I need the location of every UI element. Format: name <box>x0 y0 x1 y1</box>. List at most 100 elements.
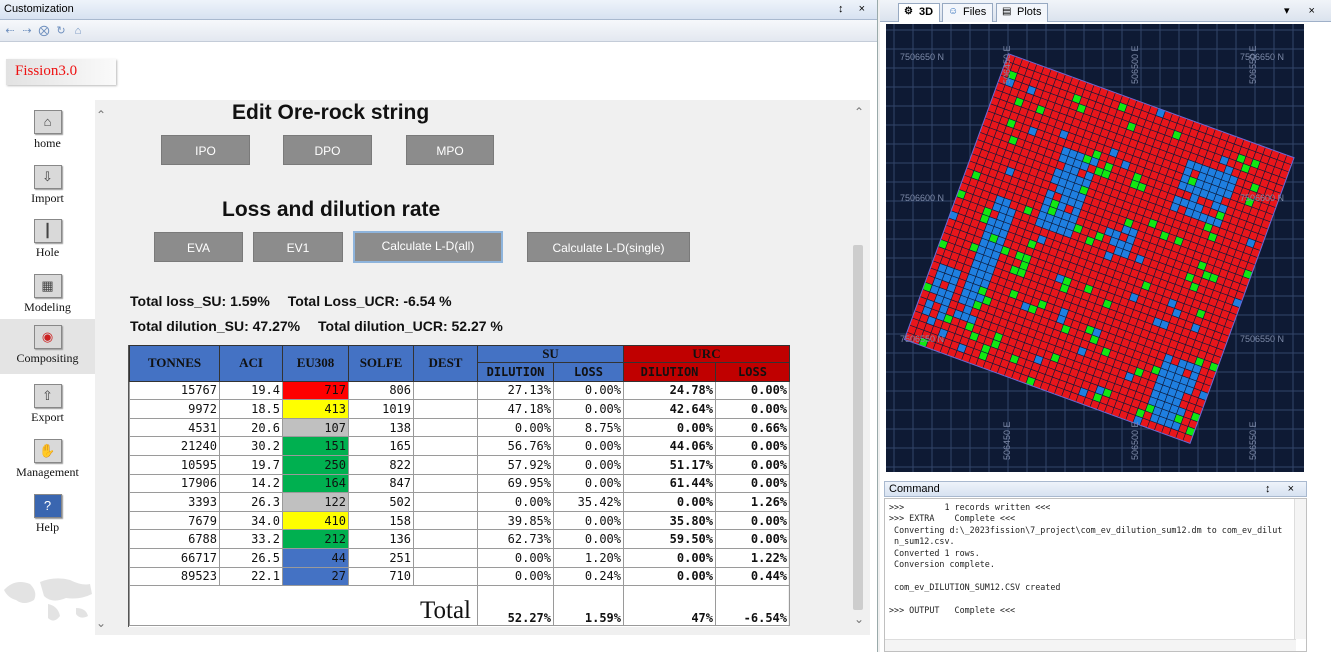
refresh-icon[interactable]: ↻ <box>56 25 66 37</box>
cell-aci: 30.2 <box>219 436 283 456</box>
scroll-down-icon[interactable]: ⌄ <box>96 616 107 630</box>
total-dilution-ucr-label: Total dilution_UCR: <box>318 318 448 334</box>
mpo-button[interactable]: MPO <box>406 135 494 165</box>
table-row[interactable]: 3393 26.3 122 502 0.00% 35.42% 0.00% 1.26% <box>129 492 791 512</box>
table-row[interactable]: 9972 18.5 413 1019 47.18% 0.00% 42.64% 0.00% <box>129 399 791 419</box>
northing-label: 7506600 N <box>900 193 944 203</box>
table-row[interactable]: 66717 26.5 44 251 0.00% 1.20% 0.00% 1.22% <box>129 547 791 568</box>
sidebar-item-hole[interactable]: ┃ Hole <box>0 213 95 268</box>
table-row[interactable]: 4531 20.6 107 138 0.00% 8.75% 0.00% 0.66% <box>129 417 791 438</box>
calculate-ld-single-button[interactable]: Calculate L-D(single) <box>527 232 690 262</box>
col-header-urc-dilution[interactable]: DILUTION <box>623 362 716 382</box>
tab-plots[interactable]: ▤ Plots <box>996 3 1049 22</box>
command-hscroll[interactable] <box>885 639 1296 651</box>
total-dilution-su-label: Total dilution_SU: <box>130 318 249 334</box>
col-header-tonnes[interactable]: TONNES <box>129 345 220 382</box>
cell-aci: 33.2 <box>219 529 283 549</box>
cell-urc-dilution: 0.00% <box>623 566 716 587</box>
col-header-dest[interactable]: DEST <box>413 345 478 382</box>
command-line: com_ev_DILUTION_SUM12.CSV created <box>889 581 1061 592</box>
northing-label: 7506650 N <box>900 52 944 62</box>
sidebar-item-export[interactable]: ⇧ Export <box>0 378 95 433</box>
command-output[interactable]: >>> 1 records written <<< >>> EXTRA Compl… <box>884 498 1307 652</box>
sidebar-label: Management <box>16 465 79 479</box>
cell-urc-loss: 0.00% <box>714 454 791 475</box>
back-icon[interactable]: ⇠ <box>5 25 15 37</box>
total-loss-ucr-value: -6.54 % <box>403 293 452 309</box>
col-header-solfe[interactable]: SOLFE <box>348 345 414 382</box>
cell-dest <box>413 566 478 587</box>
forward-icon[interactable]: ⇢ <box>22 25 32 37</box>
tab-files[interactable]: ☺ Files <box>942 3 994 22</box>
cell-su-dilution: 69.95% <box>477 473 554 494</box>
cell-su-loss: 0.00% <box>553 529 624 549</box>
command-line: n_sum12.csv. <box>889 536 955 547</box>
sidebar-item-management[interactable]: ✋ Management <box>0 433 95 488</box>
3d-viewport[interactable]: 7506650 N 7506650 N 7506600 N 7506600 N 7506… <box>886 24 1304 472</box>
cell-tonnes: 6788 <box>129 529 220 549</box>
cell-su-dilution: 0.00% <box>477 417 554 438</box>
easting-label-top: 506500 E <box>1130 45 1140 84</box>
command-title: Command <box>889 483 940 495</box>
cell-urc-loss: 0.00% <box>714 529 791 549</box>
home-nav-icon[interactable]: ⌂ <box>74 24 82 37</box>
command-vscroll[interactable] <box>1294 499 1306 639</box>
plot-icon: ▤ <box>1002 6 1012 17</box>
dpo-button[interactable]: DPO <box>283 135 372 165</box>
cell-dest <box>413 529 478 549</box>
vscroll-down-icon[interactable]: ⌄ <box>854 612 865 626</box>
col-header-su-dilution[interactable]: DILUTION <box>477 362 554 382</box>
cell-solfe: 1019 <box>348 399 414 419</box>
sidebar-item-modeling[interactable]: ▦ Modeling <box>0 268 95 323</box>
northing-label-right: 7506600 N <box>1240 193 1284 203</box>
northing-label-right: 7506650 N <box>1240 52 1284 62</box>
table-row[interactable]: 21240 30.2 151 165 56.76% 0.00% 44.06% 0.00% <box>129 436 791 456</box>
cell-tonnes: 89523 <box>129 566 220 587</box>
block-model <box>903 53 1295 445</box>
table-row[interactable]: 17906 14.2 164 847 69.95% 0.00% 61.44% 0.00% <box>129 473 791 494</box>
col-header-su-loss[interactable]: LOSS <box>553 362 624 382</box>
table-body: 15767 19.4 717 806 27.13% 0.00% 24.78% 0.00% 997… <box>129 380 791 587</box>
scroll-up-icon[interactable]: ⌃ <box>96 108 107 122</box>
cell-su-loss: 1.20% <box>553 547 624 568</box>
cell-aci: 14.2 <box>219 473 283 494</box>
col-header-urc-loss[interactable]: LOSS <box>714 362 791 382</box>
cell-eu308: 44 <box>282 547 349 568</box>
total-loss-ucr-label: Total Loss_UCR: <box>287 293 400 309</box>
stop-icon[interactable]: ⨂ <box>38 25 50 37</box>
cell-eu308: 107 <box>282 417 349 438</box>
cell-tonnes: 15767 <box>129 380 220 401</box>
command-window-controls[interactable]: ↕ × <box>1265 483 1301 495</box>
total-label: Total <box>129 585 478 627</box>
vscroll-up-icon[interactable]: ⌃ <box>854 105 865 119</box>
block-model-view[interactable]: 7506650 N 7506650 N 7506600 N 7506600 N 7506… <box>886 24 1304 472</box>
col-header-eu308[interactable]: EU308 <box>282 345 349 382</box>
total-su-dilution: 52.27% <box>477 585 554 627</box>
tab-label: Plots <box>1017 6 1042 18</box>
col-header-aci[interactable]: ACI <box>219 345 283 382</box>
cell-dest <box>413 492 478 512</box>
tab-3d[interactable]: ⚙ 3D <box>898 3 941 22</box>
calculate-ld-all-button[interactable]: Calculate L-D(all) <box>353 231 503 263</box>
sidebar-item-help[interactable]: ? Help <box>0 488 95 543</box>
vertical-scrollbar-thumb[interactable] <box>853 245 863 610</box>
table-row[interactable]: 7679 34.0 410 158 39.85% 0.00% 35.80% 0.00% <box>129 510 791 531</box>
ipo-button[interactable]: IPO <box>161 135 250 165</box>
table-row[interactable]: 10595 19.7 250 822 57.92% 0.00% 51.17% 0.00% <box>129 454 791 475</box>
command-lines: >>> 1 records written <<< >>> EXTRA Compl… <box>885 499 1306 616</box>
table-row[interactable]: 15767 19.4 717 806 27.13% 0.00% 24.78% 0.00% <box>129 380 791 401</box>
cell-urc-dilution: 61.44% <box>623 473 716 494</box>
sidebar-item-compositing[interactable]: ◉ Compositing <box>0 319 95 374</box>
eva-button[interactable]: EVA <box>154 232 243 262</box>
pane-window-controls[interactable]: ↕ × <box>838 3 871 15</box>
table-row[interactable]: 89523 22.1 27 710 0.00% 0.24% 0.00% 0.44% <box>129 566 791 587</box>
cell-tonnes: 4531 <box>129 417 220 438</box>
cell-aci: 18.5 <box>219 399 283 419</box>
sidebar-item-home[interactable]: ⌂ home <box>0 104 95 159</box>
cell-urc-dilution: 42.64% <box>623 399 716 419</box>
cell-urc-dilution: 0.00% <box>623 547 716 568</box>
ev1-button[interactable]: EV1 <box>253 232 343 262</box>
sidebar-item-import[interactable]: ⇩ Import <box>0 159 95 214</box>
viewer-window-controls[interactable]: ▾ × <box>1283 5 1323 17</box>
table-row[interactable]: 6788 33.2 212 136 62.73% 0.00% 59.50% 0.00% <box>129 529 791 549</box>
